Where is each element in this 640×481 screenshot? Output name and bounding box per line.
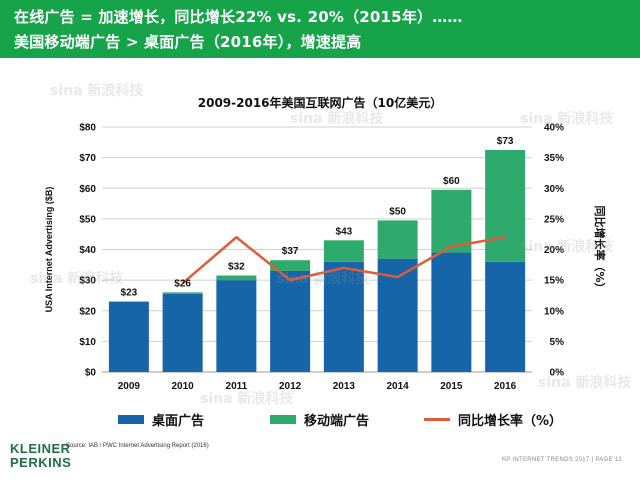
y-tick-label: $20 bbox=[79, 306, 96, 317]
bar-total-label: $73 bbox=[497, 136, 514, 147]
watermark: sina 新浪科技 bbox=[50, 83, 144, 99]
legend-label-mobile: 移动端广告 bbox=[304, 414, 370, 429]
legend-swatch-growth bbox=[424, 418, 450, 421]
bar-desktop bbox=[108, 301, 149, 372]
legend-swatch-mobile bbox=[270, 415, 296, 424]
y-tick-label: $70 bbox=[79, 153, 96, 164]
kleiner-perkins-logo: KLEINER PERKINS bbox=[10, 441, 72, 470]
source-note: Source: IAB / PWC Internet Advertising R… bbox=[66, 443, 209, 449]
bar-mobile bbox=[485, 149, 526, 262]
bar-total-label: $50 bbox=[389, 206, 406, 217]
chart-title: 2009-2016年美国互联网广告（10亿美元） bbox=[197, 96, 443, 110]
y2-tick-label: 30% bbox=[544, 184, 564, 195]
bar-mobile bbox=[270, 260, 311, 271]
legend-label-growth: 同比增长率（%） bbox=[458, 414, 563, 429]
legend-item-desktop: 桌面广告 bbox=[118, 410, 204, 429]
watermark: sina 新浪科技 bbox=[290, 111, 384, 127]
bar-mobile bbox=[323, 240, 364, 262]
y2-tick-label: 40% bbox=[544, 123, 564, 134]
bar-desktop bbox=[323, 261, 364, 372]
legend-label-desktop: 桌面广告 bbox=[152, 414, 205, 429]
y2-tick-label: 35% bbox=[544, 153, 564, 164]
legend-item-mobile: 移动端广告 bbox=[270, 410, 369, 429]
header-banner: 在线广告 = 加速增长，同比增长22% vs. 20%（2015年）…… 美国移… bbox=[0, 0, 640, 58]
bar-total-label: $37 bbox=[282, 246, 299, 257]
y-tick-label: $10 bbox=[79, 337, 96, 348]
legend-swatch-desktop bbox=[118, 415, 144, 424]
y-tick-label: $40 bbox=[79, 245, 96, 256]
x-tick-label: 2014 bbox=[387, 381, 410, 392]
y2-tick-label: 20% bbox=[544, 245, 564, 256]
y-tick-label: $30 bbox=[79, 276, 96, 287]
x-tick-label: 2015 bbox=[440, 381, 463, 392]
page-footer: KP INTERNET TRENDS 2017 | PAGE 12 bbox=[501, 457, 622, 463]
y2-tick-label: 15% bbox=[544, 276, 564, 287]
bar-desktop bbox=[270, 270, 311, 372]
bar-desktop bbox=[216, 280, 257, 372]
bar-desktop bbox=[162, 293, 203, 372]
x-tick-label: 2012 bbox=[279, 381, 302, 392]
x-tick-label: 2011 bbox=[226, 381, 248, 392]
y-tick-label: $50 bbox=[79, 214, 96, 225]
bar-mobile bbox=[377, 220, 418, 259]
y2-tick-label: 10% bbox=[544, 306, 564, 317]
y2-axis-label: 同比增长率（%） bbox=[593, 205, 607, 293]
x-tick-label: 2016 bbox=[494, 381, 517, 392]
legend-item-growth: 同比增长率（%） bbox=[424, 410, 562, 429]
watermark: sina 新浪科技 bbox=[520, 111, 614, 127]
watermark: sina 新浪科技 bbox=[200, 391, 294, 407]
x-tick-label: 2010 bbox=[172, 381, 195, 392]
bar-desktop bbox=[485, 261, 526, 372]
watermark: sina 新浪科技 bbox=[520, 239, 614, 255]
watermark: sina 新浪科技 bbox=[538, 375, 632, 391]
y2-tick-label: 5% bbox=[550, 337, 565, 348]
bar-total-label: $26 bbox=[174, 278, 191, 289]
header-title-line1: 在线广告 = 加速增长，同比增长22% vs. 20%（2015年）…… bbox=[14, 8, 463, 26]
watermark: sina 新浪科技 bbox=[30, 271, 124, 287]
bar-desktop bbox=[431, 252, 472, 372]
bar-total-label: $43 bbox=[336, 226, 353, 237]
growth-rate-line bbox=[181, 236, 506, 285]
bar-total-label: $23 bbox=[121, 288, 138, 299]
y-axis-label: USA Internet Advertising ($B) bbox=[44, 187, 54, 313]
x-tick-label: 2009 bbox=[118, 381, 141, 392]
legend: 桌面广告 移动端广告 同比增长率（%） bbox=[0, 410, 640, 434]
x-tick-label: 2013 bbox=[333, 381, 356, 392]
bar-total-label: $60 bbox=[443, 176, 460, 187]
y-tick-label: $0 bbox=[85, 368, 97, 379]
y2-tick-label: 25% bbox=[544, 214, 564, 225]
bar-mobile bbox=[162, 292, 203, 294]
y-tick-label: $60 bbox=[79, 184, 96, 195]
y-tick-label: $80 bbox=[79, 123, 96, 134]
bar-mobile bbox=[216, 275, 257, 281]
y2-tick-label: 0% bbox=[550, 368, 565, 379]
header-title-line2: 美国移动端广告 > 桌面广告（2016年），增速提高 bbox=[14, 33, 362, 51]
bar-mobile bbox=[431, 189, 472, 253]
bar-total-label: $32 bbox=[228, 262, 245, 273]
watermark: sina 新浪科技 bbox=[276, 271, 370, 287]
